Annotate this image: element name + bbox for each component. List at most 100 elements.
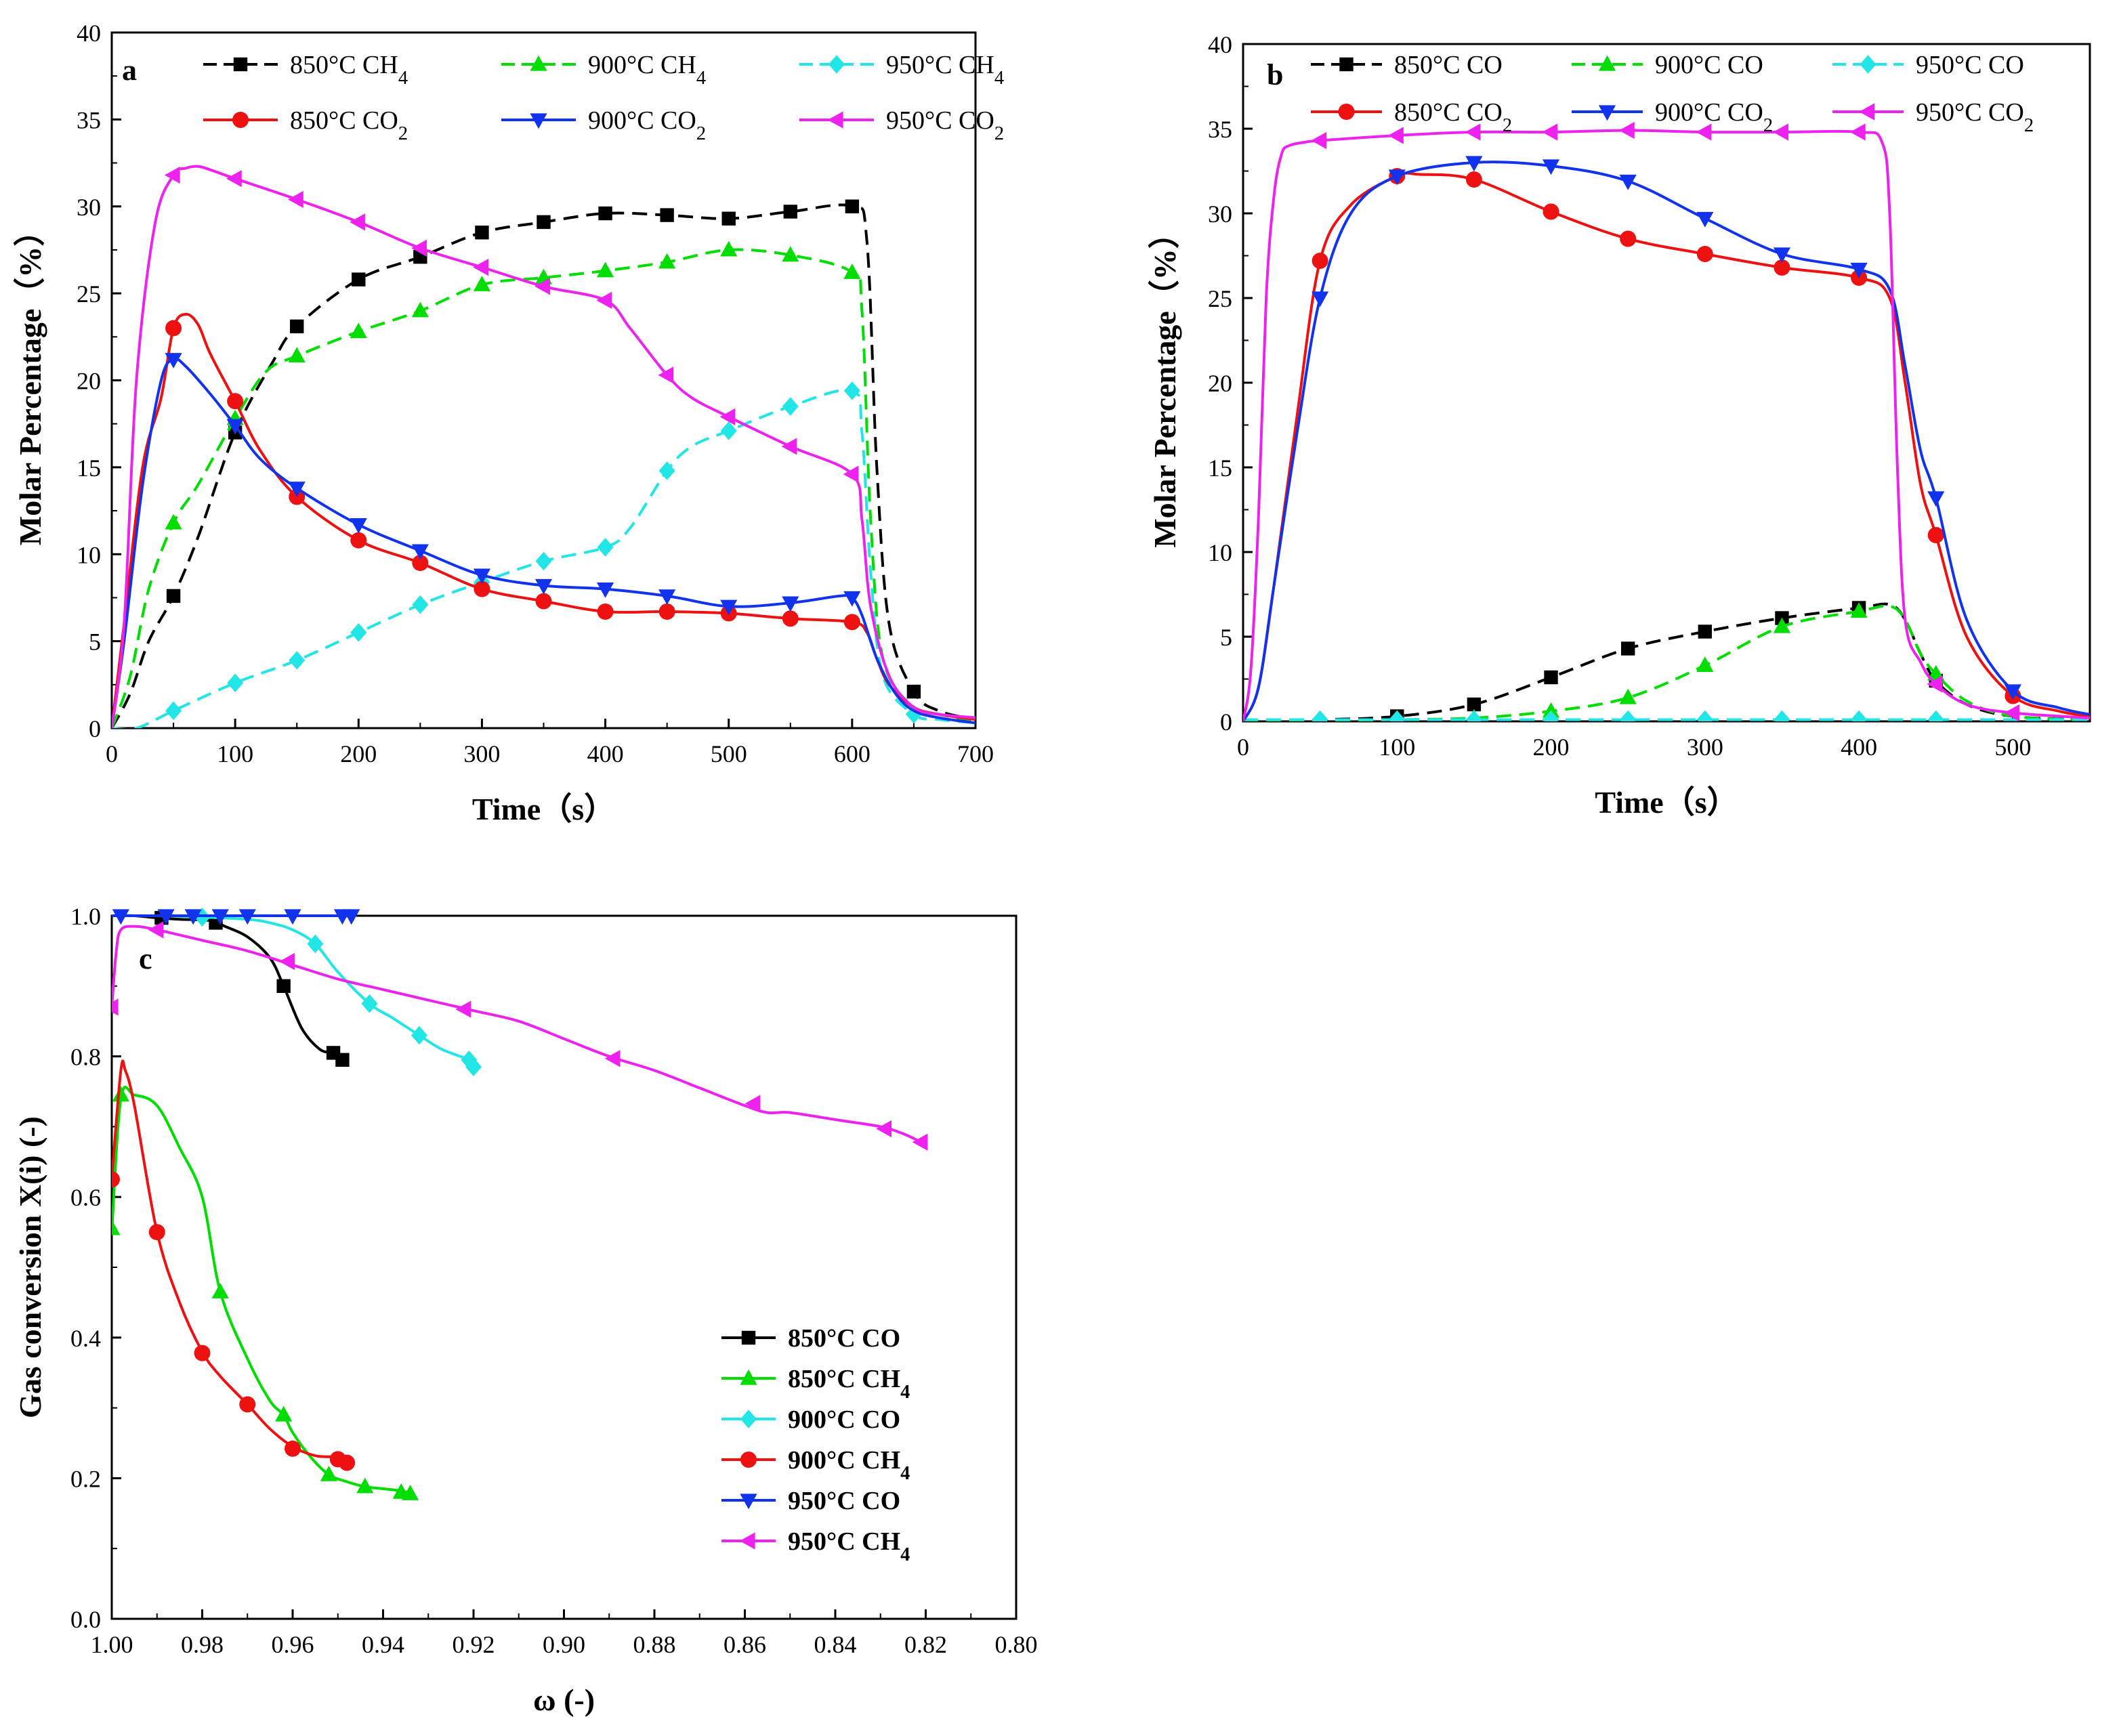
y-tick-label: 15 [1208,454,1232,482]
data-point [1388,127,1404,144]
y-tick-label: 0 [1220,708,1232,736]
data-point [211,909,229,925]
data-point [843,263,861,279]
data-point [1543,203,1559,220]
legend-item: 900°C CO2 [501,106,706,144]
data-point [658,461,675,480]
data-point [226,419,244,435]
data-point [912,1133,928,1151]
axis-ticks: 0 100 200 300 400 500 0 5 10 15 20 25 30 35 40 [1208,31,2031,761]
data-point [112,998,119,1016]
series-5 [1243,121,2090,721]
data-point [1619,174,1637,190]
x-tick-label: 300 [1687,734,1723,761]
data-point [166,589,181,604]
data-point [1542,123,1558,141]
data-point [843,614,860,631]
data-point [845,199,860,213]
y-tick-label: 35 [1208,116,1232,143]
x-tick-label: 0.80 [995,1631,1038,1658]
legend-label: 900°C CO2 [1655,98,1773,136]
panel-letter: a [122,54,137,87]
data-point [1619,688,1637,704]
data-point [782,610,799,627]
data-point [411,544,429,560]
series-1 [112,1086,419,1500]
x-tick-label: 100 [1379,734,1415,761]
data-point [350,322,367,339]
data-point [335,1053,350,1067]
data-point [744,1095,761,1112]
data-point [361,994,378,1013]
data-point [164,166,180,184]
data-point [227,393,244,410]
x-tick-label: 700 [957,740,994,767]
data-point [1465,710,1482,721]
series-3 [112,1059,356,1471]
data-point [843,381,860,400]
data-point [843,591,861,607]
series-0 [112,910,350,1067]
data-point [1389,710,1406,721]
data-point [1312,710,1328,721]
legend-label: 950°C CO [1916,51,2024,79]
y-tick-label: 30 [77,194,101,221]
data-point [535,593,552,610]
data-point [288,482,306,497]
y-tick-label: 10 [77,541,101,568]
legend-label: 950°C CO [788,1487,900,1515]
data-point [289,651,306,670]
data-point [276,979,291,993]
legend-marker [530,55,547,71]
y-tick-label: 0.6 [70,1184,101,1211]
legend-marker [1598,105,1616,121]
data-point [534,578,553,595]
data-point [165,513,182,530]
legend-marker [1338,104,1355,120]
x-tick-label: 0.96 [272,1631,314,1658]
data-point [412,555,429,572]
data-point [350,622,367,642]
data-point [350,518,367,534]
data-point [1850,262,1868,278]
x-tick-label: 100 [217,740,253,767]
x-tick-label: 200 [340,740,377,767]
legend-marker [828,55,845,74]
y-tick-label: 0.4 [70,1325,101,1352]
x-tick-label: 1.00 [91,1631,133,1658]
data-point [239,1396,256,1413]
legend-item: 900°C CH4 [721,1446,910,1484]
data-point [226,170,242,188]
y-tick-label: 0.0 [70,1606,101,1633]
data-point [356,1477,374,1494]
x-tick-label: 0.98 [181,1631,224,1658]
data-point [238,909,256,925]
x-tick-label: 0.84 [814,1631,857,1658]
data-point [412,595,429,614]
data-point [473,276,491,291]
data-point [1465,171,1482,188]
legend-item: 950°C CH4 [799,51,1004,89]
y-tick-label: 35 [77,106,101,133]
data-point [1311,131,1327,150]
data-point [474,580,490,597]
data-point [720,240,738,257]
data-point [782,246,799,262]
legend-marker [741,1330,756,1345]
legend: 850°C CH4 900°C CH4 950°C CH4 850°C CO2 900°… [203,51,1004,144]
x-axis-title: Time（s） [1595,785,1738,820]
data-point [148,1224,165,1241]
series-line [112,388,975,728]
x-tick-label: 0.82 [904,1631,947,1658]
axis-ticks: 1.00 0.98 0.96 0.94 0.92 0.90 0.88 0.86 0.84 0.82… [70,903,1038,1658]
x-tick-label: 300 [463,740,500,767]
chart-panel-b: 0 100 200 300 400 500 0 5 10 15 20 25 30 35 40 Time（s） M… [1148,31,2091,820]
data-point [596,291,612,309]
data-point [1850,602,1868,618]
x-axis-title: Time（s） [472,792,615,826]
x-tick-label: 400 [1841,734,1877,761]
legend-marker [1860,55,1876,74]
series-4 [112,353,975,728]
legend-marker [1859,103,1875,121]
data-point [721,211,736,226]
